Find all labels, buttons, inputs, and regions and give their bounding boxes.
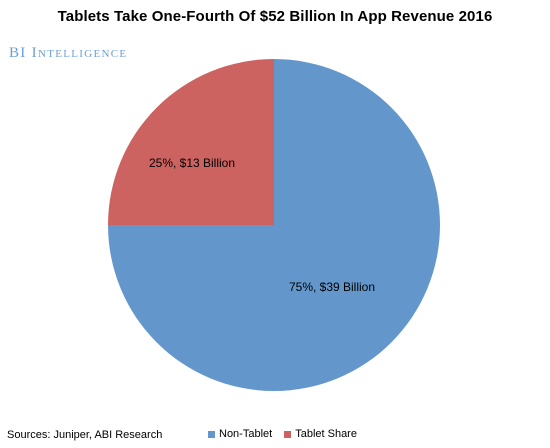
legend-item-tablet-share: Tablet Share [284,428,357,440]
source-note: Sources: Juniper, ABI Research [7,429,163,441]
chart-title: Tablets Take One-Fourth Of $52 Billion I… [57,8,493,25]
legend-label-tablet-share: Tablet Share [295,428,357,440]
legend: Non-Tablet Tablet Share [208,428,357,440]
pie-slice-tablet-share [108,59,274,225]
legend-swatch-non-tablet [208,430,215,438]
legend-item-non-tablet: Non-Tablet [208,428,272,440]
legend-label-non-tablet: Non-Tablet [219,428,273,440]
legend-swatch-tablet-share [284,430,292,438]
pie-label-non-tablet: 75%, $39 Billion [289,280,375,294]
brand-logo: BI Intelligence [9,45,128,61]
pie-label-tablet-share: 25%, $13 Billion [149,156,235,170]
